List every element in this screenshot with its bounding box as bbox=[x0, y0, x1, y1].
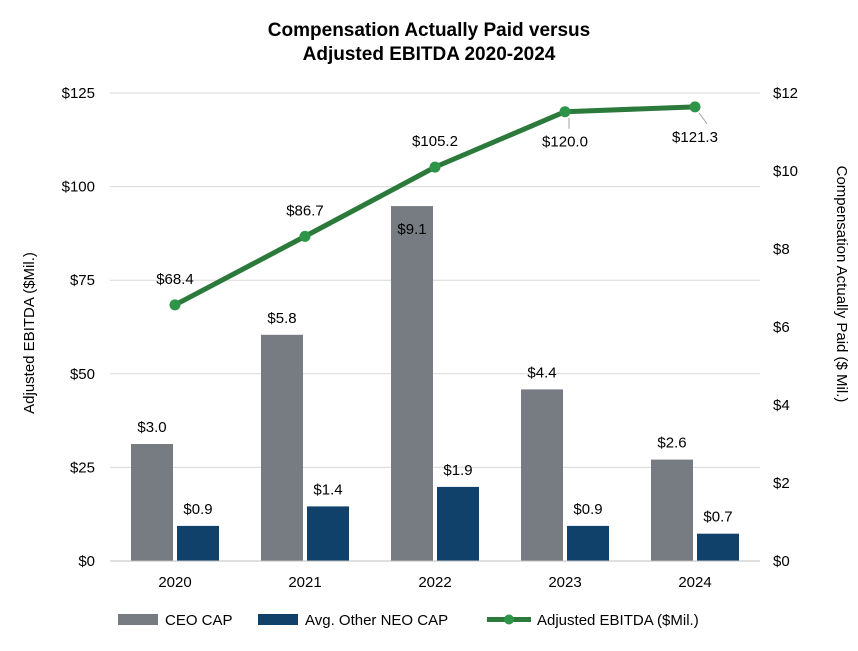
bar-neo-cap bbox=[567, 525, 609, 561]
left-tick-label: $100 bbox=[62, 179, 95, 196]
right-tick-label: $0 bbox=[773, 553, 790, 570]
legend-label-neo-cap: Avg. Other NEO CAP bbox=[305, 612, 448, 629]
x-tick-label: 2020 bbox=[158, 574, 191, 591]
legend-swatch-neo-cap bbox=[258, 614, 298, 625]
data-label-ebitda: $86.7 bbox=[286, 202, 324, 219]
bar-neo-cap bbox=[307, 506, 349, 561]
ebitda-marker bbox=[429, 161, 441, 173]
left-tick-label: $125 bbox=[62, 85, 95, 102]
data-label-ceo-cap: $2.6 bbox=[657, 435, 686, 452]
data-label-ebitda: $121.3 bbox=[672, 129, 718, 146]
bars bbox=[131, 206, 739, 561]
ebitda-line bbox=[169, 101, 701, 311]
chart-title-line-2: Adjusted EBITDA 2020-2024 bbox=[303, 44, 556, 65]
x-tick-label: 2022 bbox=[418, 574, 451, 591]
ebitda-marker bbox=[559, 106, 571, 118]
legend-label-ebitda: Adjusted EBITDA ($Mil.) bbox=[537, 612, 699, 629]
data-label-neo-cap: $1.4 bbox=[313, 481, 342, 498]
data-label-neo-cap: $0.9 bbox=[573, 501, 602, 518]
bar-neo-cap bbox=[697, 533, 739, 561]
right-tick-label: $12 bbox=[773, 85, 798, 102]
x-tick-label: 2024 bbox=[678, 574, 711, 591]
right-tick-label: $10 bbox=[773, 163, 798, 180]
bar-ceo-cap bbox=[521, 389, 563, 561]
left-axis-title: Adjusted EBITDA ($Mil.) bbox=[21, 252, 38, 414]
bar-ceo-cap bbox=[391, 206, 433, 561]
ebitda-marker bbox=[169, 299, 181, 311]
right-axis-title: Compensation Actually Paid ($ Mil.) bbox=[833, 166, 850, 403]
right-tick-label: $2 bbox=[773, 475, 790, 492]
data-labels: $3.0 $5.8 $9.1 $4.4 $2.6 $0.9 $1.4 $1.9 $0.9 $0.7… bbox=[137, 112, 733, 526]
right-tick-label: $6 bbox=[773, 319, 790, 336]
data-label-ebitda: $105.2 bbox=[412, 133, 458, 150]
x-tick-label: 2023 bbox=[548, 574, 581, 591]
leader-line bbox=[698, 112, 708, 125]
ebitda-marker bbox=[689, 101, 701, 113]
left-tick-label: $25 bbox=[70, 459, 95, 476]
data-label-ebitda: $68.4 bbox=[156, 271, 194, 288]
data-label-ceo-cap: $3.0 bbox=[137, 419, 166, 436]
ebitda-marker bbox=[299, 230, 311, 242]
legend-swatch-ceo-cap bbox=[118, 614, 158, 625]
data-label-ceo-cap: $5.8 bbox=[267, 310, 296, 327]
bar-neo-cap bbox=[437, 486, 479, 561]
bar-neo-cap bbox=[177, 525, 219, 561]
axes: $0 $25 $50 $75 $100 $125 $0 $2 $4 $6 $8 $10 $12 2020 2… bbox=[62, 85, 798, 591]
x-tick-label: 2021 bbox=[288, 574, 321, 591]
left-tick-label: $0 bbox=[78, 553, 95, 570]
right-tick-label: $4 bbox=[773, 397, 790, 414]
bar-ceo-cap bbox=[261, 334, 303, 561]
data-label-ceo-cap: $9.1 bbox=[397, 221, 426, 238]
bar-ceo-cap bbox=[131, 444, 173, 561]
data-label-ceo-cap: $4.4 bbox=[527, 364, 556, 381]
data-label-neo-cap: $0.9 bbox=[183, 501, 212, 518]
legend-label-ceo-cap: CEO CAP bbox=[165, 612, 233, 629]
chart-title-line-1: Compensation Actually Paid versus bbox=[268, 20, 590, 41]
bar-ceo-cap bbox=[651, 459, 693, 561]
data-label-ebitda: $120.0 bbox=[542, 134, 588, 151]
left-tick-label: $75 bbox=[70, 272, 95, 289]
data-label-neo-cap: $1.9 bbox=[443, 462, 472, 479]
data-label-neo-cap: $0.7 bbox=[703, 509, 732, 526]
legend: CEO CAP Avg. Other NEO CAP Adjusted EBIT… bbox=[118, 612, 699, 629]
legend-swatch-ebitda-marker bbox=[504, 614, 514, 625]
left-tick-label: $50 bbox=[70, 366, 95, 383]
right-tick-label: $8 bbox=[773, 241, 790, 258]
